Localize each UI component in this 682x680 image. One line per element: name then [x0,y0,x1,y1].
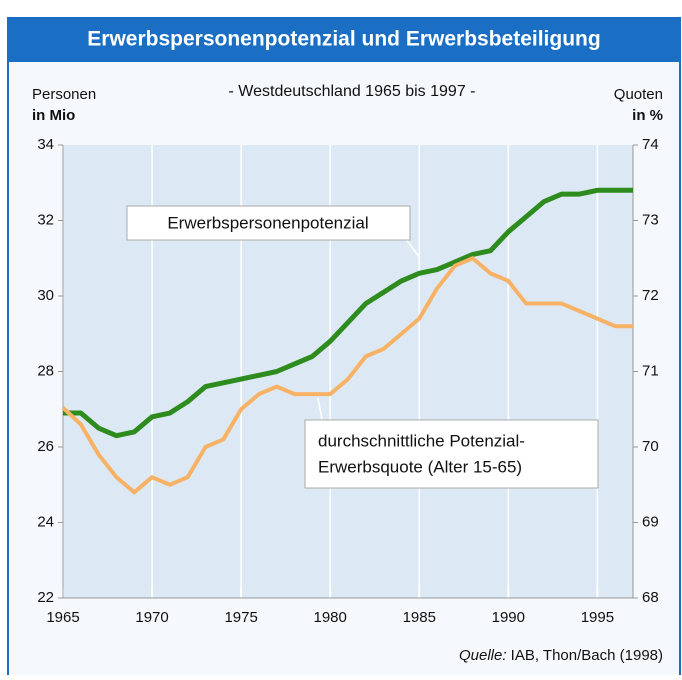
x-tick-label: 1985 [403,609,436,626]
annotation-text: Erwerbsquote (Alter 15-65) [318,457,522,476]
y-tick-label: 34 [37,136,54,153]
x-tick-label: 1995 [581,609,614,626]
series-line [63,187,633,439]
source-prefix: Quelle: [459,647,507,664]
y-label: in Mio [32,107,75,124]
annotation: Erwerbspersonenpotenzial [126,205,421,259]
header [8,18,680,62]
y2-tick-label: 68 [642,589,659,606]
x-tick-label: 1975 [224,609,257,626]
annotation-box [126,205,411,241]
subtitle: - Westdeutschland 1965 bis 1997 - [229,83,476,100]
y2-tick-label: 74 [642,136,659,153]
y2-label: in % [632,107,663,124]
annotation-text: Erwerbspersonenpotenzial [167,213,368,232]
annotation-text: durchschnittliche Potenzial- [318,431,525,450]
y2-tick-label: 70 [642,438,659,455]
y2-tick-label: 71 [642,362,659,379]
y-label: Personen [32,86,96,103]
y-tick-label: 22 [37,589,54,606]
x-tick-label: 1980 [314,609,347,626]
y2-tick-label: 69 [642,513,659,530]
y-tick-label: 32 [37,211,54,228]
annotation-pointer [404,237,421,259]
y2-tick-label: 72 [642,287,659,304]
chart-title: Erwerbspersonenpotenzial und Erwerbsbete… [87,28,600,51]
y-tick-label: 28 [37,362,54,379]
series-line [61,256,633,495]
y-tick-label: 30 [37,287,54,304]
x-tick-label: 1970 [135,609,168,626]
source-text: IAB, Thon/Bach (1998) [507,647,663,664]
annotation: durchschnittliche Potenzial- Erwerbsquote… [304,397,599,489]
x-tick-label: 1965 [46,609,79,626]
y2-tick-label: 73 [642,211,659,228]
y-tick-label: 24 [37,513,54,530]
y-tick-label: 26 [37,438,54,455]
annotation-pointer [317,397,323,421]
source: Quelle: IAB, Thon/Bach (1998) [459,647,663,664]
x-tick-label: 1990 [492,609,525,626]
annotation-box [304,419,599,489]
y2-label: Quoten [614,86,663,103]
